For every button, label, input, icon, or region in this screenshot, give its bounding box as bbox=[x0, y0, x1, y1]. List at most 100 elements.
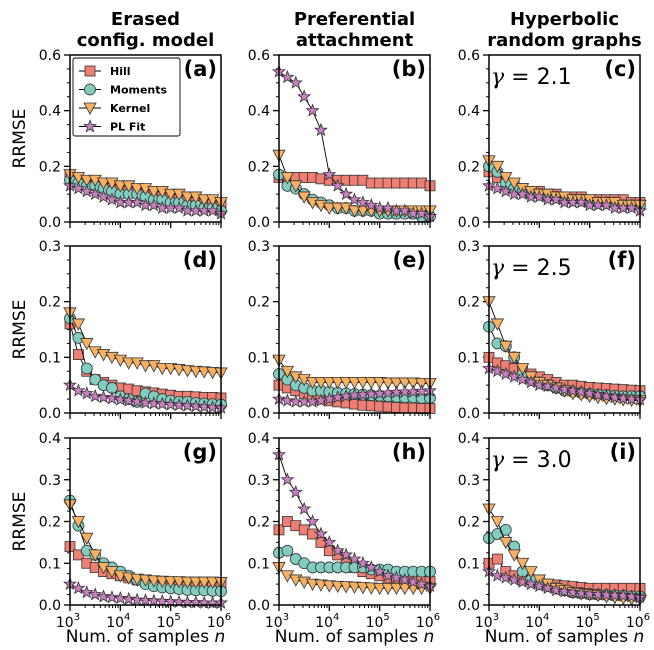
data-point bbox=[549, 583, 564, 597]
data-point bbox=[88, 186, 103, 201]
data-point bbox=[356, 376, 370, 390]
data-point bbox=[172, 397, 187, 412]
data-point bbox=[205, 576, 220, 589]
data-point bbox=[356, 582, 370, 595]
data-point bbox=[599, 388, 614, 403]
series-pl-fit bbox=[482, 361, 647, 406]
data-point bbox=[138, 395, 153, 409]
y-tick-label: 0.0 bbox=[248, 406, 270, 422]
data-point bbox=[130, 183, 144, 196]
y-axis-label: RRMSE bbox=[10, 300, 30, 360]
data-point bbox=[381, 568, 396, 582]
data-point bbox=[339, 186, 354, 201]
gamma-value: 2.5 bbox=[537, 256, 572, 281]
data-point bbox=[414, 206, 429, 220]
data-point bbox=[197, 576, 211, 589]
data-point bbox=[113, 392, 128, 406]
x-tick-label: 103 bbox=[56, 612, 80, 631]
data-point bbox=[205, 366, 220, 380]
y-tick-label: 0.4 bbox=[39, 104, 61, 120]
plot-frame bbox=[278, 437, 431, 606]
x-tick-base: 10 bbox=[366, 615, 384, 631]
y-tick-label: 0.0 bbox=[458, 215, 480, 231]
data-point bbox=[155, 363, 169, 376]
data-point bbox=[397, 203, 412, 217]
data-point bbox=[288, 75, 303, 89]
y-tick-label: 0.0 bbox=[39, 215, 61, 231]
data-point bbox=[557, 382, 572, 396]
y-tick-label: 0.0 bbox=[458, 406, 480, 422]
data-point bbox=[80, 362, 93, 375]
data-point bbox=[305, 103, 320, 117]
data-point bbox=[356, 205, 370, 218]
data-point bbox=[490, 181, 505, 195]
panel-label: (d) bbox=[183, 248, 217, 272]
data-point bbox=[197, 194, 211, 207]
y-tick-label: 0.2 bbox=[458, 515, 480, 531]
panel-label: (a) bbox=[184, 57, 217, 81]
data-point bbox=[189, 576, 203, 589]
x-tick-base: 10 bbox=[626, 615, 644, 631]
data-point bbox=[72, 331, 85, 344]
x-tick-exponent: 3 bbox=[493, 612, 499, 623]
data-point bbox=[322, 376, 337, 390]
data-point bbox=[147, 185, 161, 199]
data-point bbox=[524, 566, 538, 579]
data-point bbox=[180, 365, 195, 378]
x-tick-label: 103 bbox=[475, 612, 499, 631]
series-kernel bbox=[63, 307, 228, 380]
data-point bbox=[155, 396, 170, 411]
data-point bbox=[180, 576, 195, 589]
data-point bbox=[130, 394, 145, 408]
x-tick-base: 10 bbox=[416, 615, 434, 631]
data-point bbox=[498, 184, 513, 198]
data-point bbox=[515, 574, 530, 588]
series-pl-fit bbox=[272, 64, 437, 223]
panel-label: (h) bbox=[392, 440, 426, 464]
plot-frame bbox=[488, 54, 641, 223]
column-title-2-line-2: attachment bbox=[296, 30, 414, 51]
plot-frame bbox=[278, 245, 431, 414]
data-point bbox=[280, 172, 295, 185]
data-point bbox=[381, 200, 396, 215]
data-point bbox=[163, 397, 178, 411]
data-point bbox=[582, 386, 597, 400]
data-point bbox=[507, 369, 522, 383]
data-point bbox=[96, 189, 111, 203]
data-point bbox=[71, 516, 86, 529]
data-point bbox=[281, 544, 294, 557]
data-point bbox=[96, 390, 111, 404]
data-point bbox=[104, 391, 119, 405]
data-point bbox=[616, 391, 631, 405]
data-point bbox=[71, 383, 86, 397]
x-axis-label-text: Num. of samples bbox=[66, 627, 215, 647]
data-point bbox=[523, 375, 538, 389]
x-tick-base: 10 bbox=[315, 615, 333, 631]
legend-label: PL Fit bbox=[110, 121, 145, 134]
x-tick-base: 10 bbox=[265, 615, 283, 631]
y-tick-label: 0.2 bbox=[248, 159, 270, 175]
data-point bbox=[616, 588, 631, 602]
data-point bbox=[280, 472, 295, 486]
data-point bbox=[515, 186, 530, 201]
x-axis-label: Num. of samples n bbox=[66, 627, 226, 647]
data-point bbox=[331, 376, 345, 390]
y-tick-label: 0.1 bbox=[39, 556, 61, 572]
gamma-value: 2.1 bbox=[537, 65, 572, 90]
data-point bbox=[347, 581, 362, 594]
data-point bbox=[532, 578, 547, 593]
series-pl-fit bbox=[63, 377, 228, 414]
data-point bbox=[624, 391, 639, 406]
data-point bbox=[313, 526, 328, 540]
data-point bbox=[155, 575, 169, 589]
plot-frame bbox=[69, 245, 222, 414]
data-point bbox=[339, 547, 354, 561]
y-tick-label: 0.2 bbox=[39, 295, 61, 311]
gamma-symbol: γ = bbox=[491, 65, 537, 90]
plot-frame bbox=[488, 437, 641, 606]
y-tick-label: 0.3 bbox=[458, 239, 480, 255]
data-point bbox=[172, 200, 187, 215]
data-point bbox=[322, 167, 337, 181]
data-point bbox=[498, 570, 513, 584]
y-tick-label: 0.3 bbox=[248, 239, 270, 255]
